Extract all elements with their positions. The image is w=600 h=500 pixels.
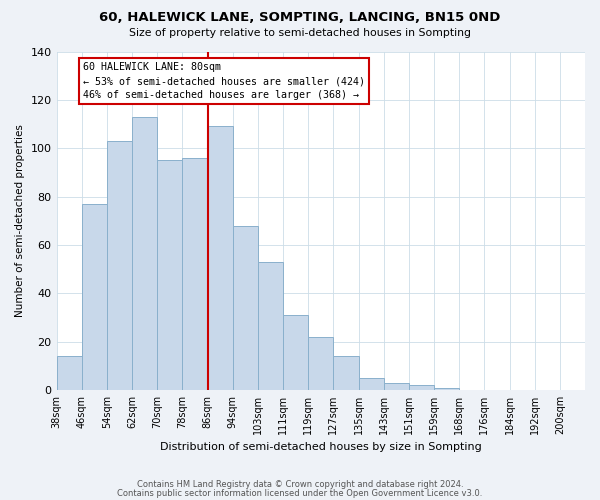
Bar <box>409 385 434 390</box>
Text: Size of property relative to semi-detached houses in Sompting: Size of property relative to semi-detach… <box>129 28 471 38</box>
Bar <box>82 204 107 390</box>
Y-axis label: Number of semi-detached properties: Number of semi-detached properties <box>15 124 25 317</box>
Bar <box>383 382 409 390</box>
Bar <box>359 378 383 390</box>
Text: Contains HM Land Registry data © Crown copyright and database right 2024.: Contains HM Land Registry data © Crown c… <box>137 480 463 489</box>
Text: 60, HALEWICK LANE, SOMPTING, LANCING, BN15 0ND: 60, HALEWICK LANE, SOMPTING, LANCING, BN… <box>100 11 500 24</box>
Text: 60 HALEWICK LANE: 80sqm
← 53% of semi-detached houses are smaller (424)
46% of s: 60 HALEWICK LANE: 80sqm ← 53% of semi-de… <box>83 62 365 100</box>
X-axis label: Distribution of semi-detached houses by size in Sompting: Distribution of semi-detached houses by … <box>160 442 482 452</box>
Bar <box>434 388 459 390</box>
Bar <box>157 160 182 390</box>
Bar <box>208 126 233 390</box>
Bar <box>56 356 82 390</box>
Bar <box>334 356 359 390</box>
Bar <box>308 336 334 390</box>
Text: Contains public sector information licensed under the Open Government Licence v3: Contains public sector information licen… <box>118 488 482 498</box>
Bar <box>107 141 132 390</box>
Bar <box>132 117 157 390</box>
Bar <box>233 226 258 390</box>
Bar <box>182 158 208 390</box>
Bar <box>283 315 308 390</box>
Bar <box>258 262 283 390</box>
